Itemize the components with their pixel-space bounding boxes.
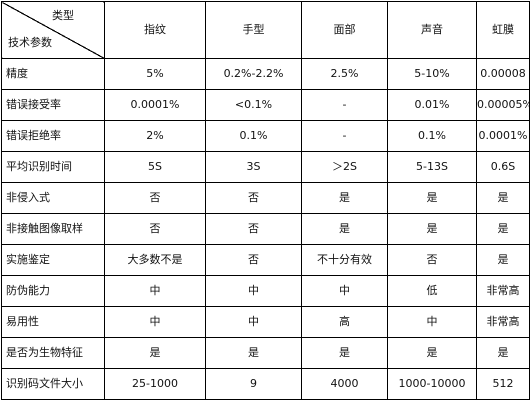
table-cell: 低 [387, 275, 477, 307]
table-row: 错误接受率 0.0001% <0.1% - 0.01% 0.00005% [1, 89, 530, 121]
table-cell: 大多数不是 [104, 244, 206, 276]
row-label: 平均识别时间 [1, 151, 105, 183]
column-header-iris: 虹膜 [476, 1, 530, 59]
table-cell: 是 [476, 213, 530, 245]
table-cell: 不十分有效 [301, 244, 388, 276]
table-cell: 否 [205, 213, 302, 245]
column-header-hand: 手型 [205, 1, 302, 59]
table-cell: - [301, 120, 388, 152]
table-cell: 25-1000 [104, 368, 206, 400]
table-cell: 是 [387, 182, 477, 214]
row-label: 防伪能力 [1, 275, 105, 307]
table-cell: 中 [104, 306, 206, 338]
corner-params-label: 技术参数 [8, 36, 52, 49]
table-row: 非侵入式 否 否 是 是 是 [1, 182, 530, 214]
table-cell: 5S [104, 151, 206, 183]
table-cell: 0.0001% [476, 120, 530, 152]
table-cell: 0.01% [387, 89, 477, 121]
column-header-voice: 声音 [387, 1, 477, 59]
table-cell: 是 [104, 337, 206, 369]
table-cell: 9 [205, 368, 302, 400]
table-cell: <0.1% [205, 89, 302, 121]
table-cell: 5% [104, 58, 206, 90]
table-cell: 0.00005% [476, 89, 530, 121]
table-cell: 中 [104, 275, 206, 307]
table-cell: 是 [301, 337, 388, 369]
table-row: 是否为生物特征 是 是 是 是 是 [1, 337, 530, 369]
table-cell: 是 [476, 182, 530, 214]
table-cell: 是 [387, 337, 477, 369]
table-cell: 1000-10000 [387, 368, 477, 400]
table-row: 非接触图像取样 否 否 是 是 是 [1, 213, 530, 245]
table-cell: 中 [205, 275, 302, 307]
row-label: 错误接受率 [1, 89, 105, 121]
table-cell: 非常高 [476, 306, 530, 338]
table-row: 实施鉴定 大多数不是 否 不十分有效 否 是 [1, 244, 530, 276]
table-cell: 0.1% [205, 120, 302, 152]
table-cell: 中 [205, 306, 302, 338]
table-cell: ＞2S [301, 151, 388, 183]
table-cell: 0.00008 [476, 58, 530, 90]
table-cell: 0.1% [387, 120, 477, 152]
corner-header-cell: 类型 技术参数 [1, 1, 105, 59]
table-cell: 否 [205, 182, 302, 214]
table-cell: 中 [387, 306, 477, 338]
table-cell: 是 [476, 337, 530, 369]
table-cell: 是 [476, 244, 530, 276]
table-cell: 4000 [301, 368, 388, 400]
table-cell: 否 [387, 244, 477, 276]
table-cell: 是 [205, 337, 302, 369]
row-label: 非接触图像取样 [1, 213, 105, 245]
table-row: 防伪能力 中 中 中 低 非常高 [1, 275, 530, 307]
table-cell: 高 [301, 306, 388, 338]
table-cell: 2% [104, 120, 206, 152]
column-header-face: 面部 [301, 1, 388, 59]
table-cell: 512 [476, 368, 530, 400]
column-header-fingerprint: 指纹 [104, 1, 206, 59]
table-cell: 2.5% [301, 58, 388, 90]
table-cell: 非常高 [476, 275, 530, 307]
table-cell: 0.0001% [104, 89, 206, 121]
table-cell: 5-10% [387, 58, 477, 90]
table-cell: 3S [205, 151, 302, 183]
table-cell: 否 [205, 244, 302, 276]
table-cell: 5-13S [387, 151, 477, 183]
corner-type-label: 类型 [52, 9, 74, 22]
table-cell: 0.2%-2.2% [205, 58, 302, 90]
table-row: 平均识别时间 5S 3S ＞2S 5-13S 0.6S [1, 151, 530, 183]
table-row: 错误拒绝率 2% 0.1% - 0.1% 0.0001% [1, 120, 530, 152]
row-label: 非侵入式 [1, 182, 105, 214]
table-cell: 是 [301, 182, 388, 214]
header-row: 类型 技术参数 指纹 手型 面部 声音 虹膜 [1, 1, 530, 59]
row-label: 精度 [1, 58, 105, 90]
table-row: 精度 5% 0.2%-2.2% 2.5% 5-10% 0.00008 [1, 58, 530, 90]
table-cell: 中 [301, 275, 388, 307]
table-cell: 否 [104, 182, 206, 214]
row-label: 易用性 [1, 306, 105, 338]
table-row: 识别码文件大小 25-1000 9 4000 1000-10000 512 [1, 368, 530, 400]
row-label: 是否为生物特征 [1, 337, 105, 369]
row-label: 识别码文件大小 [1, 368, 105, 400]
table-cell: 否 [104, 213, 206, 245]
table-cell: - [301, 89, 388, 121]
table-cell: 0.6S [476, 151, 530, 183]
row-label: 实施鉴定 [1, 244, 105, 276]
table-row: 易用性 中 中 高 中 非常高 [1, 306, 530, 338]
table-cell: 是 [301, 213, 388, 245]
table-cell: 是 [387, 213, 477, 245]
row-label: 错误拒绝率 [1, 120, 105, 152]
